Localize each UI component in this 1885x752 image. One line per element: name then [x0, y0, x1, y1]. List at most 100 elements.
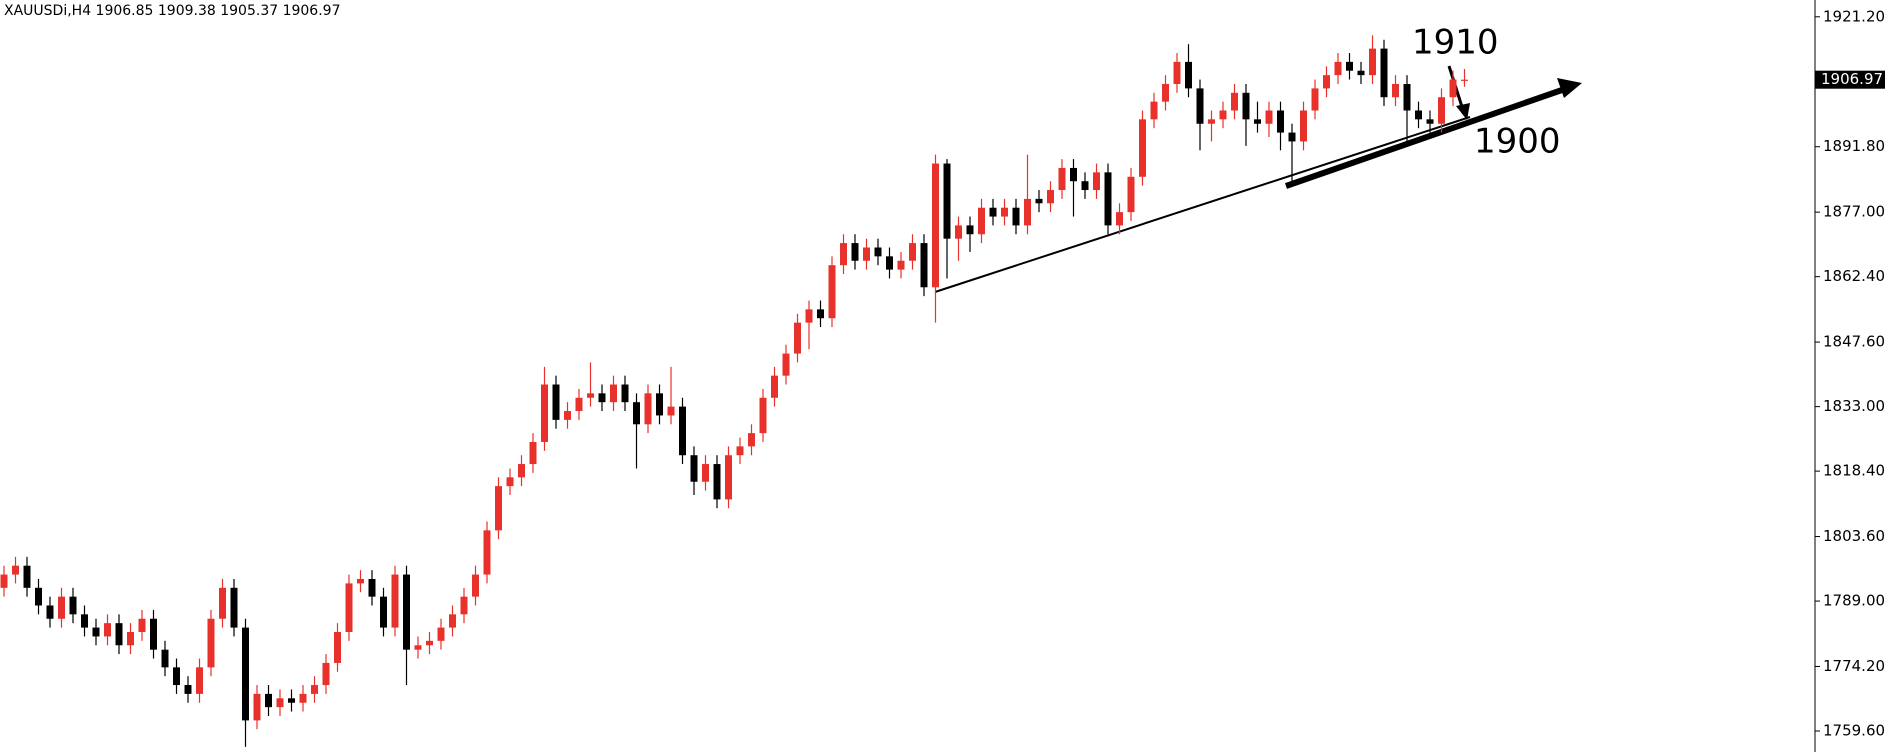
candle-body — [161, 649, 169, 668]
candle-body — [1070, 167, 1077, 182]
candle-body — [541, 384, 548, 442]
candle-body — [1254, 119, 1261, 124]
candle-body — [12, 565, 19, 575]
candle-body — [782, 353, 790, 376]
candle-body — [403, 574, 410, 650]
candle-body — [633, 402, 640, 425]
arrow-head — [1557, 78, 1582, 98]
y-tick-label: 1759.60 — [1823, 722, 1885, 740]
candle-body — [253, 693, 261, 721]
candle-body — [644, 393, 652, 425]
candle-body — [1392, 83, 1399, 98]
annotation: 1910 — [1412, 23, 1499, 63]
candle-body — [391, 574, 399, 628]
candle-body — [449, 614, 456, 628]
candle-body — [1380, 48, 1388, 98]
candle-body — [1357, 70, 1365, 76]
candle-body — [518, 464, 525, 478]
candle-body — [311, 685, 318, 694]
candle-body — [1426, 119, 1434, 124]
candle-body — [610, 384, 617, 403]
candle-body — [1127, 176, 1135, 213]
y-tick-label: 1847.60 — [1823, 333, 1885, 351]
candle-body — [242, 627, 249, 721]
candle-body — [1162, 83, 1169, 102]
candle-body — [299, 693, 307, 703]
candle-body — [23, 565, 31, 588]
candle-body — [1300, 110, 1307, 142]
candle-body — [1047, 190, 1054, 204]
candle-body — [1277, 110, 1284, 133]
y-tick-label: 1803.60 — [1823, 527, 1885, 545]
candle-body — [1242, 92, 1250, 120]
candle-body — [759, 397, 767, 434]
candle-body — [1024, 198, 1031, 226]
candle-body — [483, 530, 491, 575]
chart-title: XAUUSDi,H4 1906.85 1909.38 1905.37 1906.… — [4, 3, 340, 19]
last-price-label: 1906.97 — [1821, 70, 1883, 88]
candle-body — [1346, 61, 1353, 71]
candle-body — [104, 623, 111, 637]
candle-body — [35, 587, 42, 606]
candle-body — [437, 627, 445, 641]
candle-body — [989, 207, 997, 217]
candle-body — [414, 645, 422, 650]
candle-body — [460, 596, 468, 615]
candle-body — [575, 397, 583, 412]
candle-body — [138, 618, 146, 633]
candle-body — [1104, 172, 1112, 226]
candle-body — [1208, 119, 1215, 124]
y-tick-label: 1921.20 — [1823, 7, 1885, 25]
candle-body — [1139, 119, 1146, 177]
candle-body — [288, 698, 295, 703]
candle-body — [840, 243, 847, 266]
candle-body — [564, 411, 571, 420]
candle-body — [265, 693, 272, 708]
last-price-box — [1815, 70, 1885, 89]
candle-body — [276, 698, 284, 708]
candle-body — [736, 446, 744, 456]
candle-body — [46, 605, 54, 619]
candle-body — [725, 455, 732, 500]
candle-body — [966, 225, 974, 235]
candle-body — [828, 265, 836, 319]
candle-body — [1058, 167, 1066, 191]
candle-body — [1311, 88, 1319, 111]
candle-body — [1369, 48, 1376, 76]
candle-body — [656, 393, 663, 416]
candle-body — [0, 574, 8, 588]
candle-body — [472, 574, 479, 597]
trend-arrow — [1285, 87, 1563, 189]
candle-body — [886, 256, 893, 270]
candle-body — [150, 618, 157, 650]
candle-body — [1403, 83, 1411, 111]
arrow-head — [1456, 103, 1470, 120]
candle-body — [506, 477, 514, 487]
candle-body — [219, 587, 226, 619]
candle-body — [805, 309, 813, 323]
candle-body — [207, 618, 215, 668]
candle-body — [897, 260, 905, 270]
candle-body — [955, 225, 962, 239]
candle-body — [1173, 61, 1181, 84]
candle-body — [345, 583, 353, 633]
candle-body — [1001, 207, 1008, 217]
candle-body — [587, 393, 594, 398]
candle-body — [552, 384, 560, 420]
candle-body — [909, 243, 916, 261]
candle-body — [598, 393, 606, 403]
annotation: 1900 — [1474, 122, 1561, 162]
candle-body — [1150, 101, 1158, 120]
candle-body — [748, 433, 755, 447]
candle-body — [1449, 79, 1457, 98]
candle-body — [667, 406, 675, 416]
candle-body — [1265, 110, 1273, 124]
candle-body — [621, 384, 629, 403]
candle-body — [794, 322, 801, 354]
candle-body — [771, 375, 778, 398]
candle-body — [1288, 132, 1296, 142]
candle-body — [334, 632, 341, 663]
y-tick-label: 1774.20 — [1823, 657, 1885, 675]
candle-body — [1231, 92, 1238, 111]
candle-body — [357, 578, 364, 584]
